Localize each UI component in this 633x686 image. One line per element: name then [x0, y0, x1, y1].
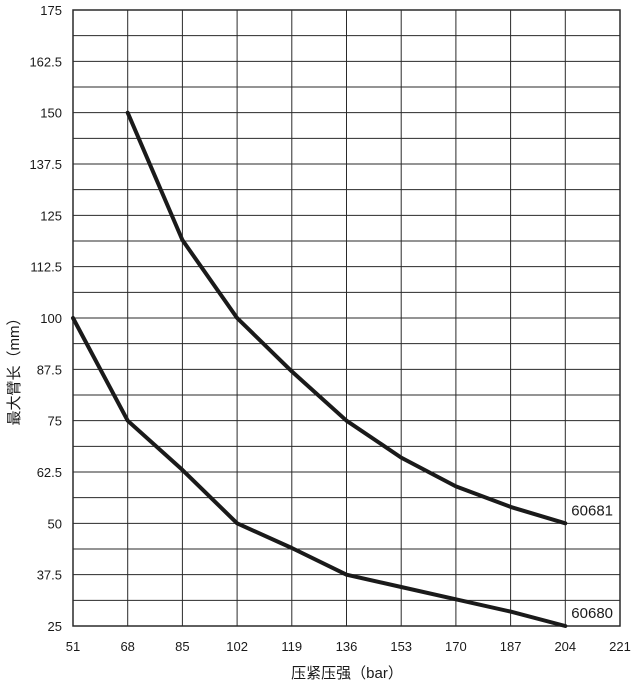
x-tick-label: 170 [445, 639, 467, 654]
y-axis-label: 最大臂长（mm） [6, 311, 23, 426]
grid [72, 9, 621, 627]
y-tick-label: 175 [40, 3, 62, 18]
y-tick-label: 62.5 [37, 465, 62, 480]
series-line-60680 [71, 316, 568, 628]
x-tick-label: 102 [226, 639, 248, 654]
series-label-60681: 60681 [571, 502, 613, 519]
series-lines [71, 110, 568, 628]
series-labels: 60681 60680 [571, 502, 613, 622]
x-tick-label: 68 [120, 639, 134, 654]
y-tick-label: 150 [40, 106, 62, 121]
y-tick-label: 87.5 [37, 362, 62, 377]
x-tick-label: 119 [281, 639, 302, 654]
x-tick-label: 153 [390, 639, 412, 654]
y-tick-label: 25 [48, 619, 62, 634]
y-tick-label: 162.5 [29, 54, 62, 69]
y-tick-label: 137.5 [29, 157, 62, 172]
series-line-60681 [125, 110, 568, 526]
y-tick-label: 112.5 [30, 260, 62, 275]
y-tick-label: 37.5 [37, 568, 62, 583]
y-tick-label: 75 [48, 414, 62, 429]
y-tick-label: 125 [40, 208, 62, 223]
x-tick-label: 85 [175, 639, 189, 654]
y-axis-ticks: 25 37.5 50 62.5 75 87.5 100 112.5 125 137.5 150 162… [29, 3, 62, 634]
y-tick-label: 100 [40, 311, 62, 326]
x-tick-label: 204 [554, 639, 576, 654]
x-tick-label: 51 [66, 639, 80, 654]
x-axis-label: 压紧压强（bar） [291, 665, 403, 682]
x-tick-label: 187 [500, 639, 522, 654]
x-tick-label: 136 [336, 639, 358, 654]
x-axis-ticks: 51 68 85 102 119 136 153 170 187 204 221 [66, 639, 631, 654]
y-tick-label: 50 [48, 516, 62, 531]
x-tick-label: 221 [609, 639, 631, 654]
series-label-60680: 60680 [571, 605, 613, 622]
